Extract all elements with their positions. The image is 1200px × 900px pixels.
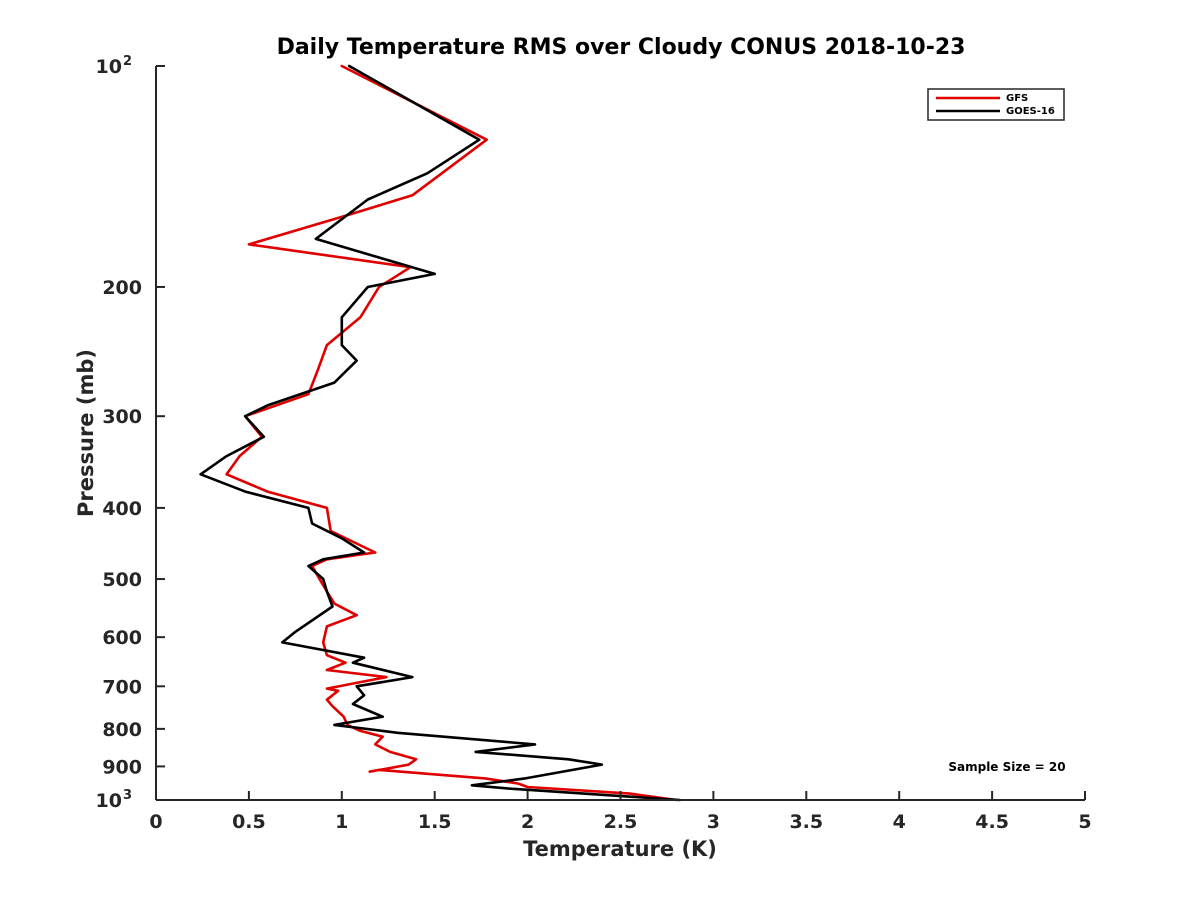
y-tick-label: 500 bbox=[102, 569, 142, 591]
x-axis-title: Temperature (K) bbox=[523, 837, 717, 861]
x-tick-label: 4 bbox=[893, 811, 906, 833]
chart-title: Daily Temperature RMS over Cloudy CONUS … bbox=[277, 35, 966, 60]
y-tick-label: 800 bbox=[102, 719, 142, 741]
y-tick-label-exponent: 2 bbox=[123, 54, 132, 69]
y-tick-label-exponent: 3 bbox=[123, 788, 132, 803]
x-tick-label: 2.5 bbox=[604, 811, 638, 833]
y-tick-label: 300 bbox=[102, 406, 142, 428]
y-tick-label: 600 bbox=[102, 627, 142, 649]
y-tick-label: 700 bbox=[102, 676, 142, 698]
series-line-gfs bbox=[225, 64, 678, 802]
series-layer bbox=[199, 64, 682, 802]
axes-layer bbox=[155, 66, 1085, 801]
y-tick-label-base: 10 bbox=[96, 790, 122, 812]
y-axis-title: Pressure (mb) bbox=[74, 349, 98, 517]
x-tick-label: 0 bbox=[149, 811, 162, 833]
y-tick-label: 900 bbox=[102, 756, 142, 778]
y-tick-label: 400 bbox=[102, 498, 142, 520]
x-ticks: 0 0.5 1 1.5 2 2.5 3 3.5 4 4.5 5 bbox=[149, 791, 1092, 833]
x-tick-label: 0.5 bbox=[232, 811, 266, 833]
legend-label-goes-16: GOES-16 bbox=[1006, 106, 1055, 117]
x-tick-label: 1 bbox=[335, 811, 348, 833]
x-tick-label: 2 bbox=[521, 811, 534, 833]
legend-label-gfs: GFS bbox=[1006, 93, 1028, 104]
x-tick-label: 4.5 bbox=[975, 811, 1009, 833]
y-tick-label: 200 bbox=[102, 277, 142, 299]
legend-box bbox=[927, 88, 1065, 121]
y-tick-label-base: 10 bbox=[96, 56, 122, 78]
x-tick-label: 5 bbox=[1078, 811, 1091, 833]
x-tick-label: 3.5 bbox=[789, 811, 823, 833]
y-tick-label-power: 10 2 bbox=[96, 54, 133, 78]
y-tick-label-power: 10 3 bbox=[96, 788, 133, 812]
legend: GFS GOES-16 bbox=[927, 88, 1065, 121]
sample-size-annotation: Sample Size = 20 bbox=[948, 760, 1065, 774]
x-tick-label: 1.5 bbox=[418, 811, 452, 833]
x-tick-label: 3 bbox=[707, 811, 720, 833]
series-line-goes-16 bbox=[199, 64, 682, 802]
